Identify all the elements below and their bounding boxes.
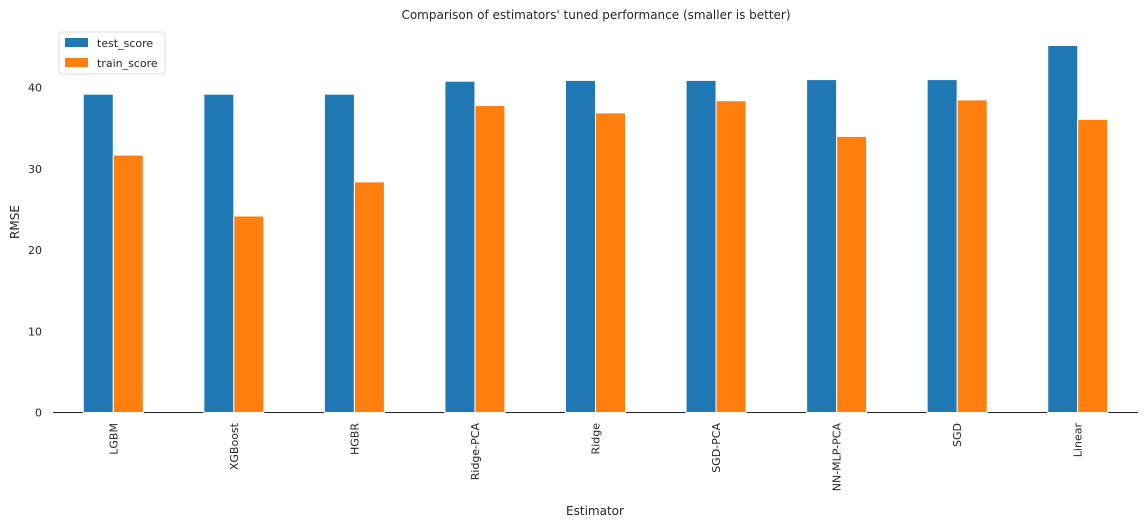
bar-train-score (1077, 118, 1109, 413)
bar-test-score (685, 79, 717, 413)
x-tick-label: XGBoost (228, 422, 241, 470)
bar-test-score (444, 80, 476, 413)
bar-test-score (926, 79, 958, 414)
bar-test-score (323, 93, 355, 413)
bar-train-score (112, 154, 144, 413)
y-tick-label: 10 (28, 325, 42, 338)
x-tick-label: Ridge (590, 423, 603, 455)
x-tick-label: Linear (1072, 423, 1085, 458)
bar-train-score (233, 215, 265, 413)
bar-test-score (203, 93, 235, 413)
y-tick-label: 40 (28, 82, 42, 95)
legend: test_score train_score (58, 31, 166, 75)
x-tick-label: SGD (951, 423, 964, 447)
bar-train-score (715, 100, 747, 414)
y-axis-label: RMSE (8, 205, 22, 239)
chart-title: Comparison of estimators' tuned performa… (401, 8, 790, 22)
bar-train-score (956, 99, 988, 413)
x-axis-ticks: LGBM XGBoost HGBR Ridge-PCA Ridge SGD-PCA NN-M… (107, 422, 1084, 491)
x-tick-label: Ridge-PCA (469, 423, 482, 481)
bar-test-score (806, 79, 838, 414)
y-tick-label: 20 (28, 244, 42, 257)
y-axis-ticks: 0 10 20 30 40 (28, 82, 42, 420)
bar-test-score (82, 93, 114, 413)
bar-train-score (474, 105, 506, 414)
y-tick-label: 30 (28, 163, 42, 176)
bar-test-score (1047, 44, 1079, 413)
legend-swatch-train-score (65, 58, 88, 67)
bar-train-score (353, 181, 385, 413)
bar-train-score (595, 112, 626, 413)
y-tick-label: 0 (35, 407, 42, 420)
bar-train-score (836, 135, 868, 413)
x-axis-label: Estimator (566, 504, 624, 518)
legend-label: test_score (97, 37, 153, 50)
x-tick-label: NN-MLP-PCA (831, 423, 844, 492)
legend-label: train_score (97, 57, 158, 70)
bar-test-score (565, 79, 596, 413)
x-tick-label: HGBR (348, 423, 361, 455)
bars-group (82, 44, 1109, 414)
legend-swatch-test-score (65, 38, 88, 47)
x-tick-label: SGD-PCA (710, 423, 723, 473)
x-tick-label: LGBM (107, 423, 120, 455)
